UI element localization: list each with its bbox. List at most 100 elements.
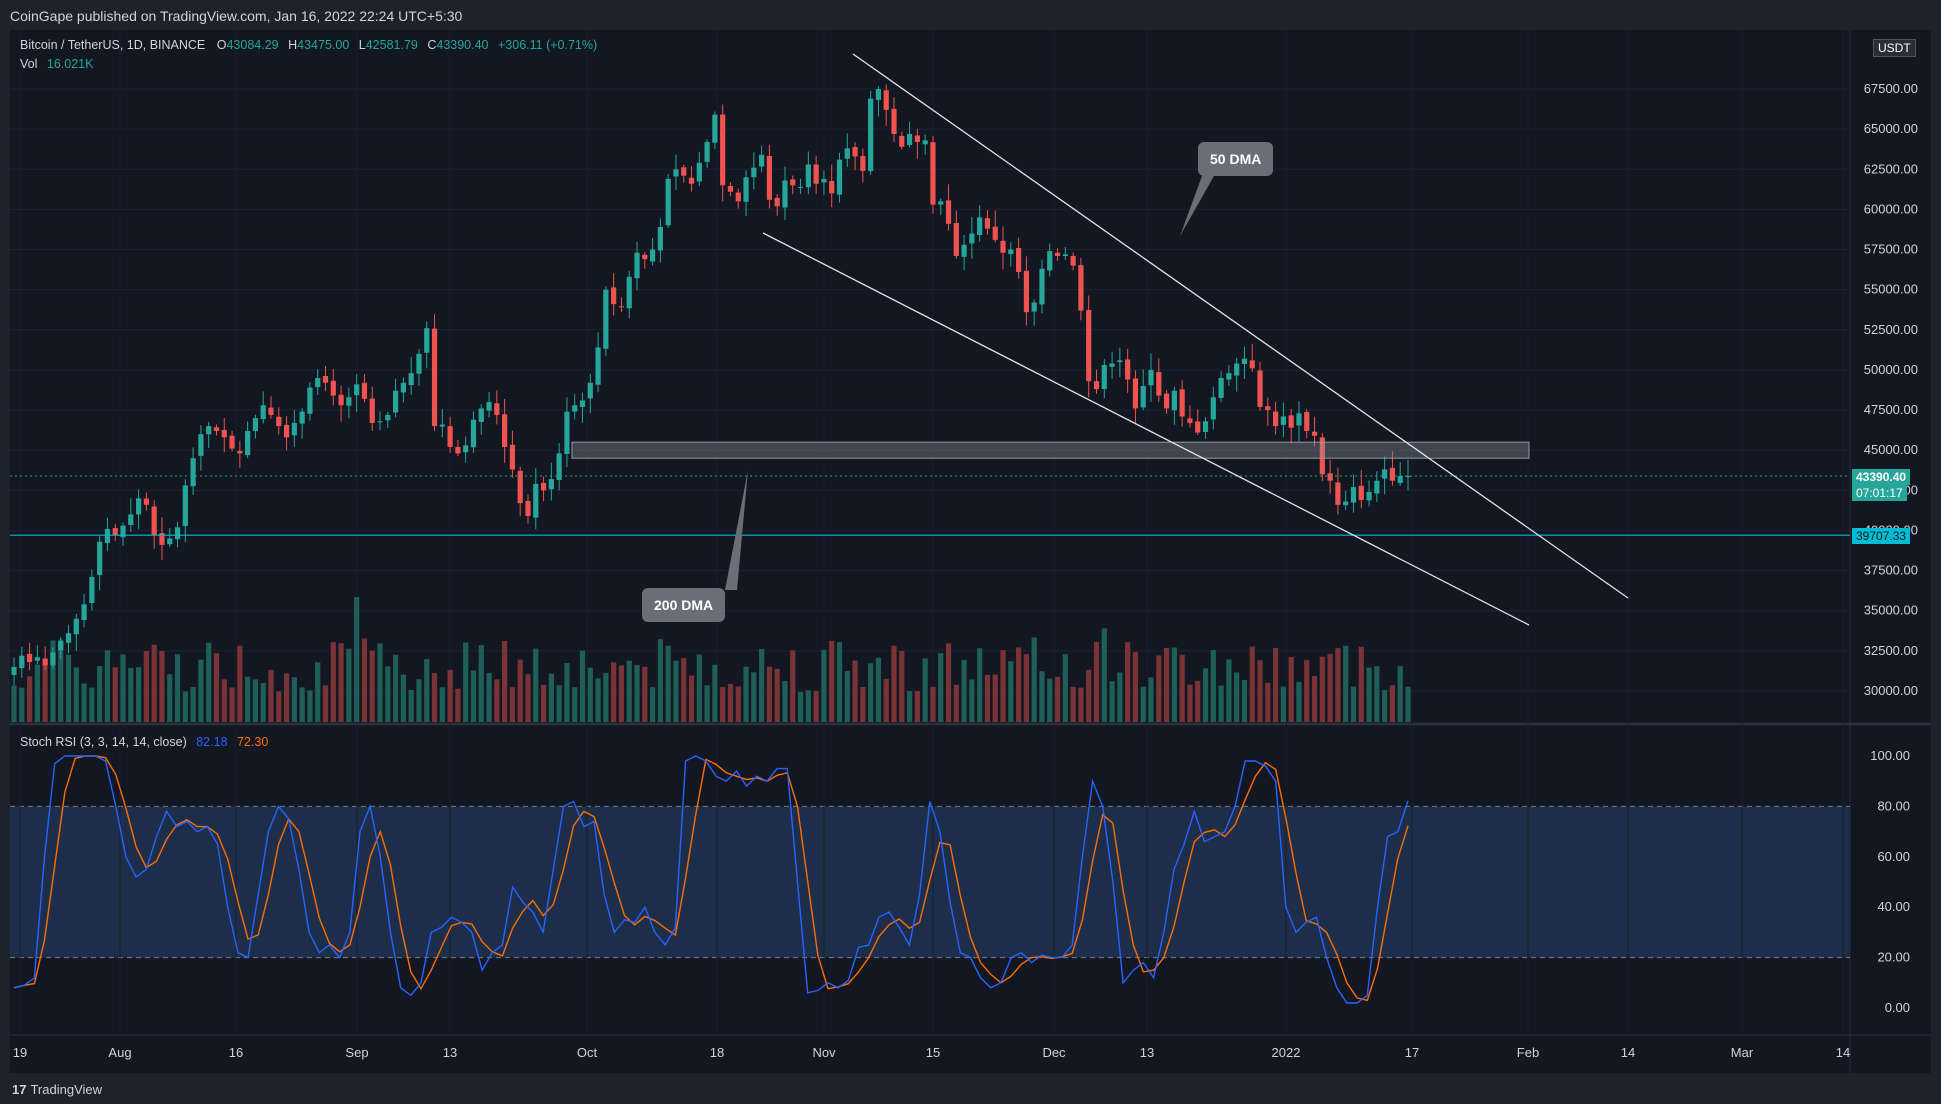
volume-bar [899, 650, 905, 722]
candle-body [868, 98, 874, 172]
rsi-tick-label: 0.00 [1885, 1000, 1910, 1015]
time-tick-label: 2022 [1272, 1045, 1301, 1060]
volume-bar [1296, 681, 1302, 722]
volume-bar [1039, 671, 1045, 722]
candle-body [73, 618, 79, 635]
volume-bar [26, 676, 33, 722]
candle-body [463, 445, 469, 453]
candle-body [1125, 359, 1131, 380]
volume-value: 16.021K [46, 57, 94, 71]
candle-body [875, 89, 882, 100]
volume-bar [961, 659, 967, 722]
candle-body [634, 252, 640, 279]
candle-body [1405, 476, 1411, 478]
candle-body [1397, 475, 1403, 484]
volume-bar [1093, 641, 1100, 722]
candle-body [782, 180, 788, 208]
candle-body [385, 414, 391, 421]
candle-body [1109, 363, 1115, 367]
candle-body [1389, 467, 1396, 481]
volume-bar [159, 650, 165, 722]
candle-body [120, 525, 126, 538]
candle-body [1265, 406, 1271, 411]
price-tick-label: 65000.00 [1864, 121, 1918, 136]
candle-body [930, 142, 936, 205]
candle-body [603, 289, 609, 349]
volume-bar [486, 673, 492, 722]
candle-body [424, 328, 430, 353]
volume-bar [642, 666, 648, 722]
volume-bar [206, 642, 212, 722]
candle-body [1374, 480, 1380, 494]
candle-body [307, 387, 313, 414]
candle-body [112, 528, 118, 536]
volume-bar [1008, 661, 1014, 722]
volume-bar [494, 679, 500, 722]
volume-bar [151, 644, 157, 722]
volume-bar [681, 658, 687, 722]
price-tick-label: 57500.00 [1864, 242, 1918, 257]
candle-body [1023, 270, 1030, 313]
volume-bar [1078, 687, 1084, 722]
candle-body [1156, 372, 1162, 396]
volume-bar [174, 654, 181, 722]
volume-bar [245, 676, 251, 722]
volume-bar [977, 648, 983, 722]
rsi-tick-label: 40.00 [1877, 899, 1910, 914]
high-value: 43475.00 [297, 38, 350, 52]
price-tick-label: 32500.00 [1864, 643, 1918, 658]
volume-bar [836, 642, 843, 722]
volume-bar [81, 683, 87, 722]
volume-bar [431, 673, 438, 722]
volume-bar [533, 648, 539, 722]
candle-body [136, 498, 142, 515]
candle-body [167, 538, 173, 545]
candle-body [1148, 369, 1154, 386]
candle-body [291, 422, 297, 436]
volume-bar [603, 672, 609, 722]
candle-body [338, 394, 344, 406]
volume-bar [611, 662, 617, 722]
candle-body [727, 186, 734, 192]
volume-bar [1163, 648, 1170, 722]
stoch-rsi-label: Stoch RSI (3, 3, 14, 14, close) [20, 735, 187, 749]
time-tick-label: 14 [1836, 1045, 1850, 1060]
candle-body [860, 155, 866, 171]
volume-bar [572, 687, 578, 722]
candle-body [844, 148, 850, 159]
time-tick-label: Oct [577, 1045, 598, 1060]
volume-bar [1187, 684, 1193, 722]
stoch-d-line [13, 755, 1409, 1002]
tradingview-logo[interactable]: 17 TradingView [12, 1082, 103, 1097]
candle-body [914, 135, 920, 142]
volume-bar [914, 691, 920, 722]
volume-bar [805, 690, 811, 722]
currency-badge[interactable]: USDT [1873, 39, 1916, 57]
volume-bar [136, 667, 142, 722]
low-value: 42581.79 [365, 38, 418, 52]
volume-bar [875, 657, 882, 722]
volume-bar [322, 685, 329, 722]
candle-body [1343, 501, 1349, 506]
volume-bar [1350, 686, 1357, 722]
volume-bar [1319, 656, 1325, 722]
volume-bar [1202, 668, 1209, 722]
price-tick-label: 47500.00 [1864, 402, 1918, 417]
volume-bar [1234, 672, 1240, 722]
volume-bar [618, 665, 625, 722]
volume-bar [502, 640, 508, 722]
candle-body [883, 90, 889, 110]
volume-bar [759, 649, 765, 722]
time-tick-label: Mar [1731, 1045, 1754, 1060]
candle-body [1335, 482, 1341, 505]
volume-bar [984, 674, 991, 722]
candle-body [494, 403, 500, 415]
candle-body [790, 179, 796, 186]
candle-body [1304, 412, 1310, 431]
volume-bar [1273, 647, 1279, 722]
candle-body [58, 641, 64, 651]
volume-bar [930, 686, 936, 722]
volume-bar [1125, 642, 1131, 722]
volume-bar [696, 654, 702, 722]
